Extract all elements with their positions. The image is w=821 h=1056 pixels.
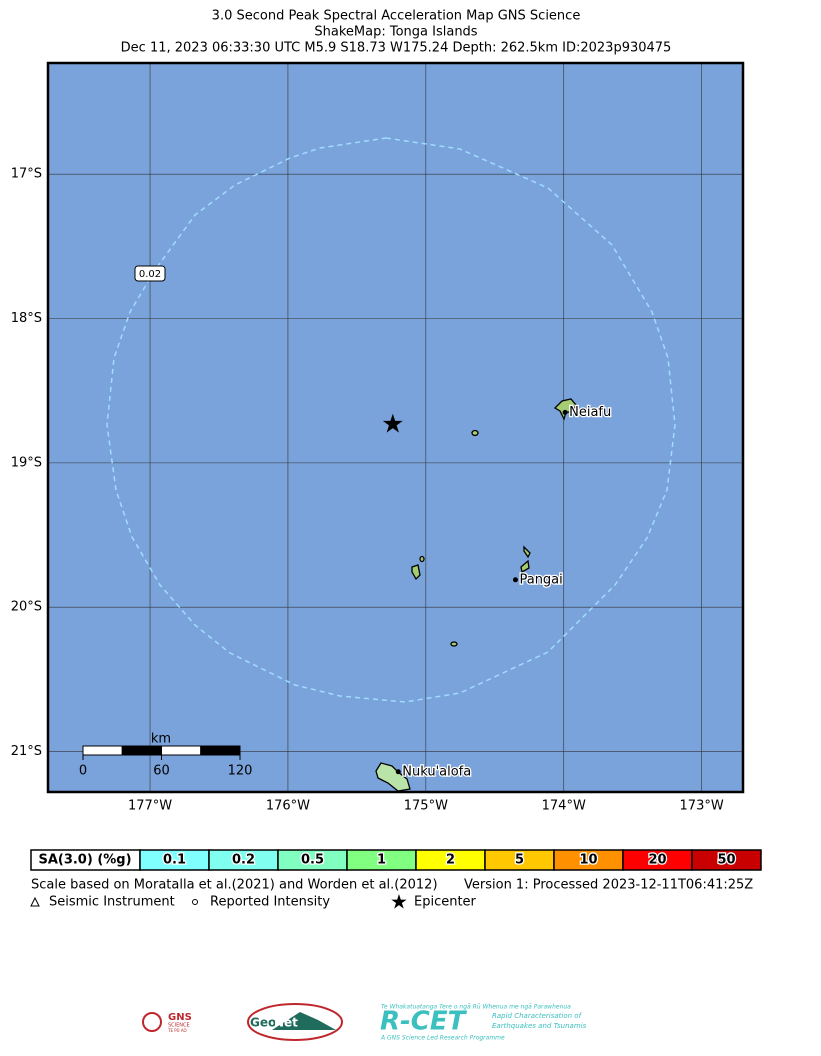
graticule — [48, 63, 743, 792]
contour-label-box: 0.02 — [134, 265, 166, 282]
place-dot — [512, 577, 518, 583]
lat-label: 19°S — [11, 455, 42, 470]
geonet-logo: Geo Net — [247, 1003, 343, 1041]
ocean — [48, 63, 743, 792]
lat-label: 18°S — [11, 311, 42, 326]
place-label: Pangai — [519, 572, 562, 587]
logo-text: Te Whakatuatanga Tere o ngā Rū Whenua me… — [381, 1004, 571, 1011]
scale-label: 120 — [228, 764, 253, 779]
scale-note: Scale based on Moratalla et al.(2021) an… — [31, 878, 438, 893]
lon-label: 176°W — [266, 799, 310, 814]
logo-text: GNS — [168, 1012, 192, 1023]
contour-label: 0.02 — [139, 269, 161, 280]
title: 3.0 Second Peak Spectral Acceleration Ma… — [121, 9, 672, 56]
intensity-symbol — [192, 899, 198, 905]
lon-label: 173°W — [680, 799, 724, 814]
rcet-logo: Te Whakatuatanga Tere o ngā Rū Whenua me… — [380, 1004, 587, 1042]
legend-value: 0.2 — [232, 853, 255, 868]
symbol-label: Seismic Instrument — [49, 895, 175, 910]
logo-text: Rapid Characterisation of — [492, 1012, 583, 1020]
legend-value: 0.1 — [163, 853, 186, 868]
scale-segment — [121, 745, 162, 756]
scale-label: 0 — [79, 764, 87, 779]
scale-label: 60 — [153, 764, 170, 779]
legend-value: 2 — [446, 853, 455, 868]
scale-segment — [161, 745, 202, 756]
epicenter: ★ — [381, 409, 404, 439]
epicenter-symbol: ★ — [390, 890, 408, 914]
islands — [375, 398, 577, 792]
title-line: Dec 11, 2023 06:33:30 UTC M5.9 S18.73 W1… — [121, 41, 672, 56]
scale-bar: km 0 60 120 — [79, 732, 253, 779]
place-label: Nuku'alofa — [402, 764, 471, 779]
scale-segment — [82, 745, 123, 756]
instrument-symbol — [30, 896, 40, 907]
lon-label: 177°W — [128, 799, 172, 814]
map-frame — [46, 61, 745, 794]
contour — [106, 137, 676, 703]
axis-labels: 177°W 176°W 175°W 174°W 173°W 17°S 18°S 19°S 20°… — [11, 167, 724, 814]
logo-text: Geo — [250, 1016, 276, 1030]
version: Version 1: Processed 2023-12-11T06:41:25… — [464, 878, 753, 893]
legend-value: 5 — [515, 853, 524, 868]
legend-value: 10 — [579, 853, 597, 868]
logo-text: SCIENCE — [168, 1023, 190, 1029]
legend-value: 50 — [717, 853, 735, 868]
legend-value: 20 — [648, 853, 666, 868]
legend-value: 1 — [377, 853, 386, 868]
place-label: Neiafu — [569, 405, 611, 420]
logo-text: R-CET — [380, 1007, 468, 1037]
logo-text: Earthquakes and Tsunamis — [492, 1022, 587, 1030]
lat-label: 21°S — [11, 744, 42, 759]
lon-label: 174°W — [542, 799, 586, 814]
title-line: 3.0 Second Peak Spectral Acceleration Ma… — [212, 9, 581, 24]
legend-swatch — [691, 849, 762, 871]
place-dot — [395, 769, 401, 775]
title-line: ShakeMap: Tonga Islands — [314, 25, 477, 40]
places: Neiafu Pangai Nuku'alofa ★ — [381, 404, 612, 781]
logo-text: A GNS Science Led Research Programme — [380, 1035, 505, 1042]
symbol-label: Epicenter — [414, 895, 477, 910]
legend-label: SA(3.0) (%g) — [38, 853, 131, 868]
logo-text: TE PŪ AO — [167, 1028, 187, 1033]
lat-label: 20°S — [11, 600, 42, 615]
place-dot — [562, 409, 568, 415]
scale-segment — [200, 745, 241, 756]
lat-label: 17°S — [11, 167, 42, 182]
lon-label: 175°W — [404, 799, 448, 814]
scale-unit: km — [151, 732, 171, 747]
logo-text: Net — [274, 1016, 298, 1030]
symbol-label: Reported Intensity — [210, 895, 330, 910]
legend: SA(3.0) (%g) 0.1 0.2 0.5 1 2 5 10 20 50 — [30, 849, 762, 871]
legend-value: 0.5 — [301, 853, 324, 868]
gns-logo: GNS SCIENCE TE PŪ AO — [142, 1012, 192, 1033]
